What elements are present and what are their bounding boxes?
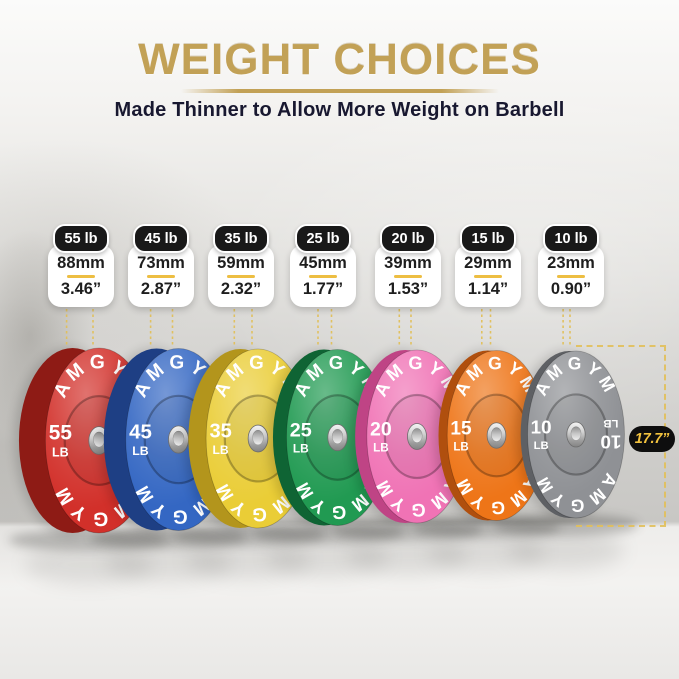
spec-weight-badge: 35 lb bbox=[213, 224, 269, 253]
plate-hub-bore bbox=[570, 426, 582, 441]
plate-weight-unit: LB bbox=[373, 441, 389, 454]
spec-weight-label: 25 lb bbox=[306, 230, 340, 247]
spec-thickness-mm: 73mm bbox=[137, 254, 185, 272]
plate-weight-unit: LB bbox=[293, 442, 309, 456]
spec-card-55lb: 55 lb 88mm 3.46” bbox=[48, 224, 114, 307]
title-underline bbox=[180, 89, 499, 93]
gold-divider bbox=[557, 275, 585, 279]
spec-card-45lb: 45 lb 73mm 2.87” bbox=[128, 224, 194, 307]
spec-weight-label: 10 lb bbox=[554, 230, 588, 247]
spec-thickness-inches: 1.53” bbox=[387, 280, 429, 299]
gold-divider bbox=[474, 275, 502, 279]
plate-hub-bore bbox=[331, 429, 344, 444]
spec-card-25lb: 25 lb 45mm 1.77” bbox=[290, 224, 356, 307]
plate-weight-number: 55 bbox=[49, 422, 72, 445]
spec-weight-badge: 45 lb bbox=[133, 224, 189, 253]
plate-weight-unit: LB bbox=[534, 440, 549, 452]
spec-thickness-inches: 3.46” bbox=[60, 280, 102, 299]
plate-weight-number: 20 bbox=[370, 419, 392, 441]
gold-divider bbox=[67, 275, 95, 279]
spec-thickness-panel: 73mm 2.87” bbox=[128, 245, 194, 307]
plate-reflection bbox=[507, 530, 625, 570]
plate-weight-number: 25 bbox=[290, 420, 312, 442]
spec-card-15lb: 15 lb 29mm 1.14” bbox=[455, 224, 521, 307]
plate-weight-number: 45 bbox=[129, 421, 152, 444]
subtitle: Made Thinner to Allow More Weight on Bar… bbox=[114, 99, 565, 121]
plate-weight-unit: LB bbox=[603, 417, 618, 429]
spec-weight-label: 20 lb bbox=[391, 230, 425, 247]
spec-thickness-mm: 23mm bbox=[547, 254, 595, 272]
spec-weight-badge: 55 lb bbox=[53, 224, 109, 253]
plate-weight-number: 15 bbox=[450, 419, 472, 440]
spec-weight-label: 45 lb bbox=[144, 230, 178, 247]
spec-card-35lb: 35 lb 59mm 2.32” bbox=[208, 224, 274, 307]
spec-weight-badge: 25 lb bbox=[295, 224, 351, 253]
page-title: WEIGHT CHOICES bbox=[138, 35, 541, 84]
ground-shadows bbox=[8, 514, 639, 585]
gold-divider bbox=[227, 275, 255, 279]
plate-hub-bore bbox=[491, 427, 502, 442]
gold-divider bbox=[147, 275, 175, 279]
spec-thickness-panel: 59mm 2.32” bbox=[208, 245, 274, 307]
plate-weight-label-mirrored: 10 LB bbox=[600, 417, 621, 453]
spec-thickness-mm: 88mm bbox=[57, 254, 105, 272]
spec-thickness-inches: 2.32” bbox=[220, 280, 262, 299]
spec-thickness-panel: 29mm 1.14” bbox=[455, 245, 521, 307]
plate-hub-bore bbox=[411, 428, 423, 443]
gold-divider bbox=[394, 275, 422, 279]
gold-divider bbox=[309, 275, 337, 279]
header: WEIGHT CHOICES Made Thinner to Allow Mor… bbox=[0, 38, 679, 122]
spec-weight-label: 55 lb bbox=[64, 230, 98, 247]
plate-weight-unit: LB bbox=[132, 444, 149, 458]
spec-thickness-inches: 1.14” bbox=[467, 280, 509, 299]
spec-thickness-panel: 45mm 1.77” bbox=[290, 245, 356, 307]
spec-weight-label: 15 lb bbox=[471, 230, 505, 247]
spec-thickness-mm: 45mm bbox=[299, 254, 347, 272]
spec-thickness-mm: 29mm bbox=[464, 254, 512, 272]
plate-weight-unit: LB bbox=[213, 443, 229, 457]
spec-weight-badge: 15 lb bbox=[460, 224, 516, 253]
plate-weight-unit: LB bbox=[453, 441, 468, 453]
plate-ground-shadow bbox=[493, 514, 639, 536]
spec-thickness-mm: 39mm bbox=[384, 254, 432, 272]
spec-thickness-panel: 39mm 1.53” bbox=[375, 245, 441, 307]
plate-hub-bore bbox=[252, 429, 264, 446]
thickness-measure-lines bbox=[65, 309, 571, 346]
spec-card-10lb: 10 lb 23mm 0.90” bbox=[538, 224, 604, 307]
spec-thickness-inches: 0.90” bbox=[550, 280, 592, 299]
spec-thickness-panel: 23mm 0.90” bbox=[538, 245, 604, 307]
plate-weight-number: 10 bbox=[531, 417, 552, 438]
spec-thickness-panel: 88mm 3.46” bbox=[48, 245, 114, 307]
spec-thickness-inches: 1.77” bbox=[302, 280, 344, 299]
spec-weight-badge: 20 lb bbox=[380, 224, 436, 253]
spec-thickness-inches: 2.87” bbox=[140, 280, 182, 299]
plate-weight-number: 35 bbox=[209, 421, 231, 443]
plate-weight-unit: LB bbox=[52, 445, 69, 459]
spec-weight-label: 35 lb bbox=[224, 230, 258, 247]
plate-weight-number: 10 bbox=[600, 432, 621, 453]
diameter-badge: 17.7” bbox=[629, 426, 675, 452]
spec-weight-badge: 10 lb bbox=[543, 224, 599, 253]
spec-thickness-mm: 59mm bbox=[217, 254, 265, 272]
spec-card-20lb: 20 lb 39mm 1.53” bbox=[375, 224, 441, 307]
